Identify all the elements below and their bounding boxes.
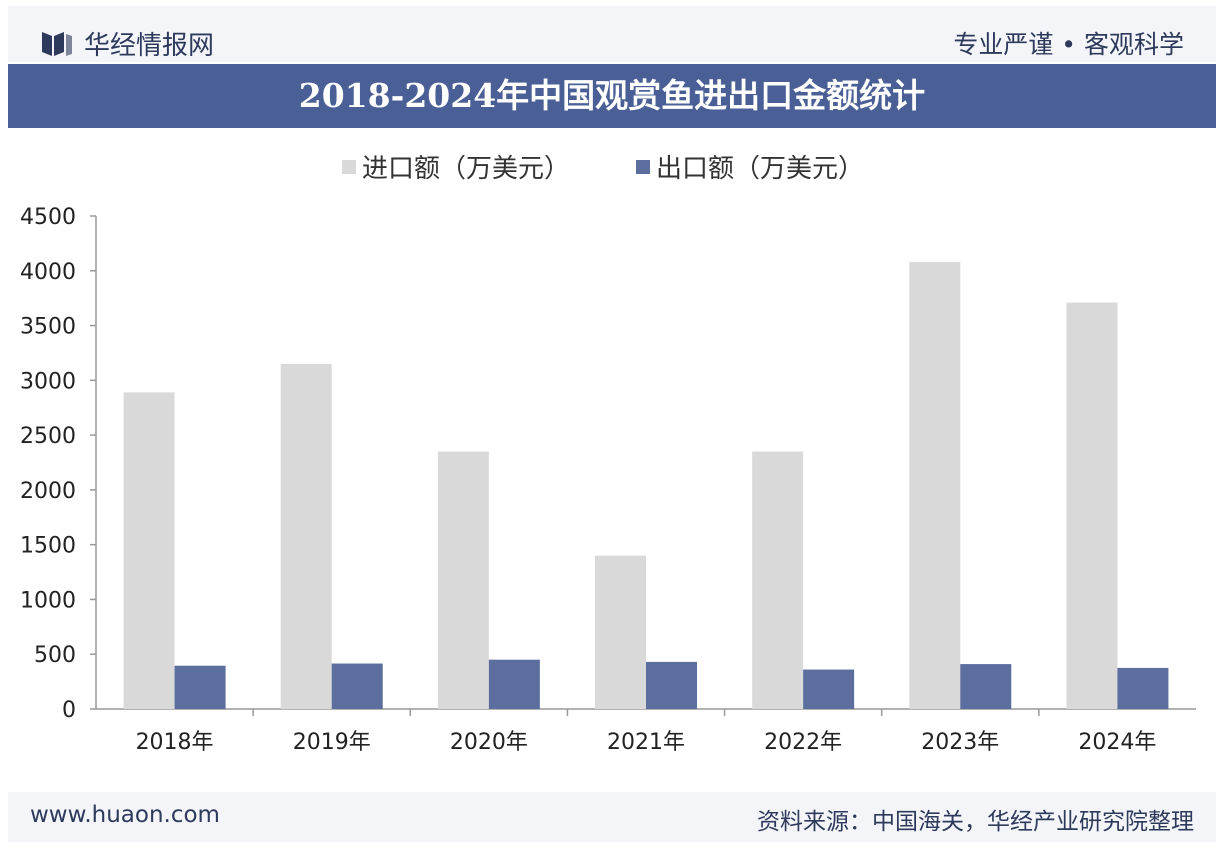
- y-tick-label: 2500: [20, 424, 76, 449]
- export-bar: [1117, 667, 1169, 709]
- bar-chart: 0 500 1000 1500 2000 2500 3000 3500 4000 4500 2018…: [20, 154, 1196, 755]
- y-tick-label: 4000: [20, 260, 76, 285]
- x-tick-label: 2020年: [450, 730, 528, 755]
- x-tick-label: 2021年: [607, 730, 685, 755]
- data-source: 资料来源：中国海关，华经产业研究院整理: [757, 809, 1194, 835]
- legend-label-import: 进口额（万美元）: [362, 154, 570, 184]
- export-bar: [174, 665, 226, 709]
- footer-bar: www.huaon.com 资料来源：中国海关，华经产业研究院整理: [8, 792, 1216, 842]
- brand-name: 华经情报网: [84, 31, 215, 61]
- legend-swatch-import: [342, 160, 356, 174]
- logo-icon: [42, 32, 72, 56]
- y-tick-label: 3500: [20, 315, 76, 340]
- x-tick-label: 2022年: [764, 730, 842, 755]
- y-tick-label: 4500: [20, 205, 76, 230]
- x-tick-label: 2024年: [1078, 730, 1156, 755]
- legend-label-export: 出口额（万美元）: [656, 154, 864, 184]
- top-bar: 华经情报网 专业严谨 • 客观科学: [8, 6, 1216, 62]
- y-tick-label: 1000: [20, 588, 76, 613]
- export-bar: [960, 664, 1012, 709]
- import-bar: [437, 451, 489, 709]
- import-bar: [1066, 302, 1118, 709]
- slogan: 专业严谨 • 客观科学: [953, 30, 1184, 59]
- export-bar: [803, 669, 855, 709]
- y-tick-label: 500: [34, 643, 76, 668]
- import-bar: [123, 392, 175, 709]
- y-tick-label: 3000: [20, 369, 76, 394]
- x-tick-label: 2023年: [921, 730, 999, 755]
- export-bar: [646, 661, 697, 709]
- title-bar: 2018-2024年中国观赏鱼进出口金额统计: [8, 64, 1216, 128]
- y-tick-label: 2000: [20, 479, 76, 504]
- import-bar: [595, 555, 646, 709]
- import-bar: [752, 451, 804, 709]
- y-tick-label: 1500: [20, 534, 76, 559]
- legend-swatch-export: [636, 160, 650, 174]
- y-tick-label: 0: [62, 698, 76, 723]
- website-link[interactable]: www.huaon.com: [30, 802, 220, 828]
- x-tick-label: 2019年: [293, 730, 371, 755]
- export-bar: [331, 663, 383, 709]
- chart-title: 2018-2024年中国观赏鱼进出口金额统计: [298, 76, 926, 115]
- import-bar: [909, 262, 961, 709]
- x-tick-label: 2018年: [136, 730, 214, 755]
- export-bar: [488, 659, 540, 709]
- import-bar: [280, 363, 332, 709]
